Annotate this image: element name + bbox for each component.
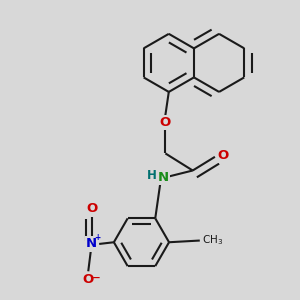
Text: N: N [158,171,169,184]
Text: −: − [92,272,100,282]
Text: H: H [147,169,157,182]
Text: O: O [82,273,94,286]
Text: CH$_3$: CH$_3$ [202,234,223,248]
Text: O: O [86,202,97,214]
Text: N: N [86,237,97,250]
Text: +: + [95,233,101,242]
Text: O: O [160,116,171,129]
Text: O: O [218,148,229,162]
